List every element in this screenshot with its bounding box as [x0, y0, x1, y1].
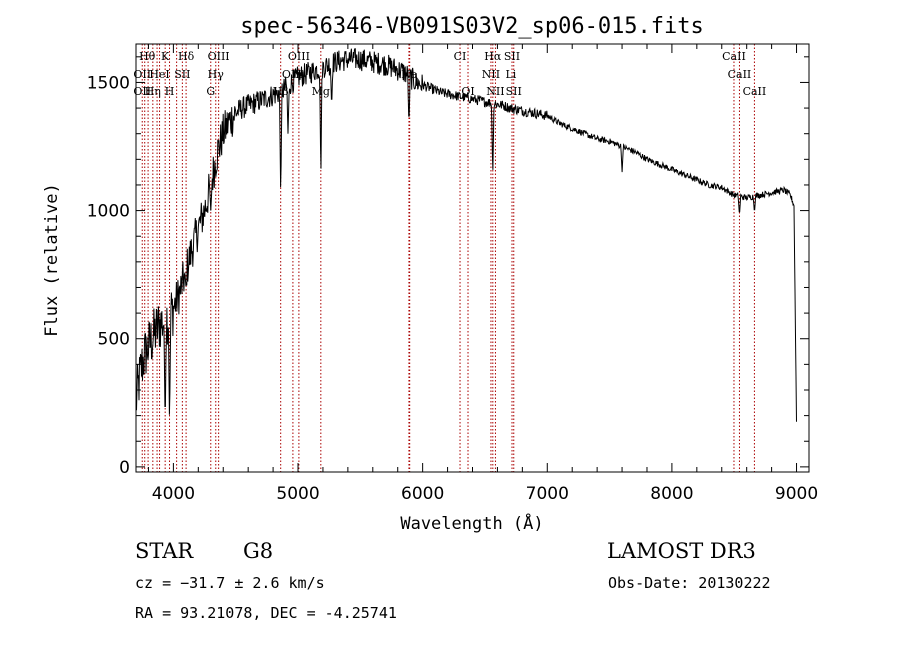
x-tick-label: 9000	[775, 484, 818, 504]
object-subclass: G8	[243, 539, 274, 563]
line-label: H	[165, 85, 175, 98]
x-tick-label: 7000	[526, 484, 569, 504]
x-tick-label: 6000	[401, 484, 444, 504]
x-axis-label: Wavelength (Å)	[400, 512, 543, 534]
line-label: K	[161, 50, 170, 63]
survey-name: LAMOST DR3	[607, 539, 756, 563]
line-label: CaII	[743, 85, 767, 98]
x-tick-label: 4000	[152, 484, 195, 504]
flux-series-line	[135, 48, 797, 422]
line-label: OII	[133, 85, 151, 98]
line-label: CI	[454, 50, 467, 63]
line-label: OII	[133, 68, 151, 81]
line-label: HeI	[149, 68, 169, 81]
emission-line-markers	[141, 44, 755, 472]
line-label: G	[206, 85, 215, 98]
plot-frame	[135, 43, 810, 473]
line-label: Hδ	[178, 50, 195, 63]
line-label: Hα	[484, 50, 502, 63]
y-tick-label: 0	[119, 458, 130, 478]
line-label: CaII	[728, 68, 752, 81]
object-type: STAR	[135, 539, 194, 563]
chart-title: spec-56346-VB091S03V2_sp06-015.fits	[240, 14, 704, 39]
line-label: Hθ	[139, 50, 156, 63]
y-axis-label: Flux (relative)	[42, 183, 62, 337]
y-tick-label: 1000	[87, 202, 130, 222]
coordinates: RA = 93.21078, DEC = -4.25741	[135, 604, 397, 622]
line-label: NII	[482, 68, 500, 81]
line-label: Li	[505, 68, 516, 81]
x-tick-label: 5000	[276, 484, 319, 504]
redshift-cz: cz = −31.7 ± 2.6 km/s	[135, 574, 325, 592]
line-label: NII	[486, 85, 504, 98]
line-label: OIII	[288, 50, 310, 63]
y-axis-ticks: 0 500 1000 1500	[87, 56, 809, 478]
line-label: CaII	[722, 50, 746, 63]
x-axis-ticks: 4000 5000 6000 7000 8000 9000	[147, 44, 818, 504]
line-label: Hη	[145, 85, 161, 98]
line-label: SII	[504, 50, 520, 63]
line-label: Mg	[312, 85, 330, 98]
x-tick-label: 8000	[650, 484, 693, 504]
y-tick-label: 500	[98, 330, 130, 350]
observation-date: Obs-Date: 20130222	[608, 574, 771, 592]
line-label: SII	[174, 68, 190, 81]
y-tick-label: 1500	[87, 73, 130, 93]
line-label: OIII	[208, 50, 230, 63]
line-label: SII	[506, 85, 522, 98]
line-label: Hγ	[208, 68, 225, 81]
